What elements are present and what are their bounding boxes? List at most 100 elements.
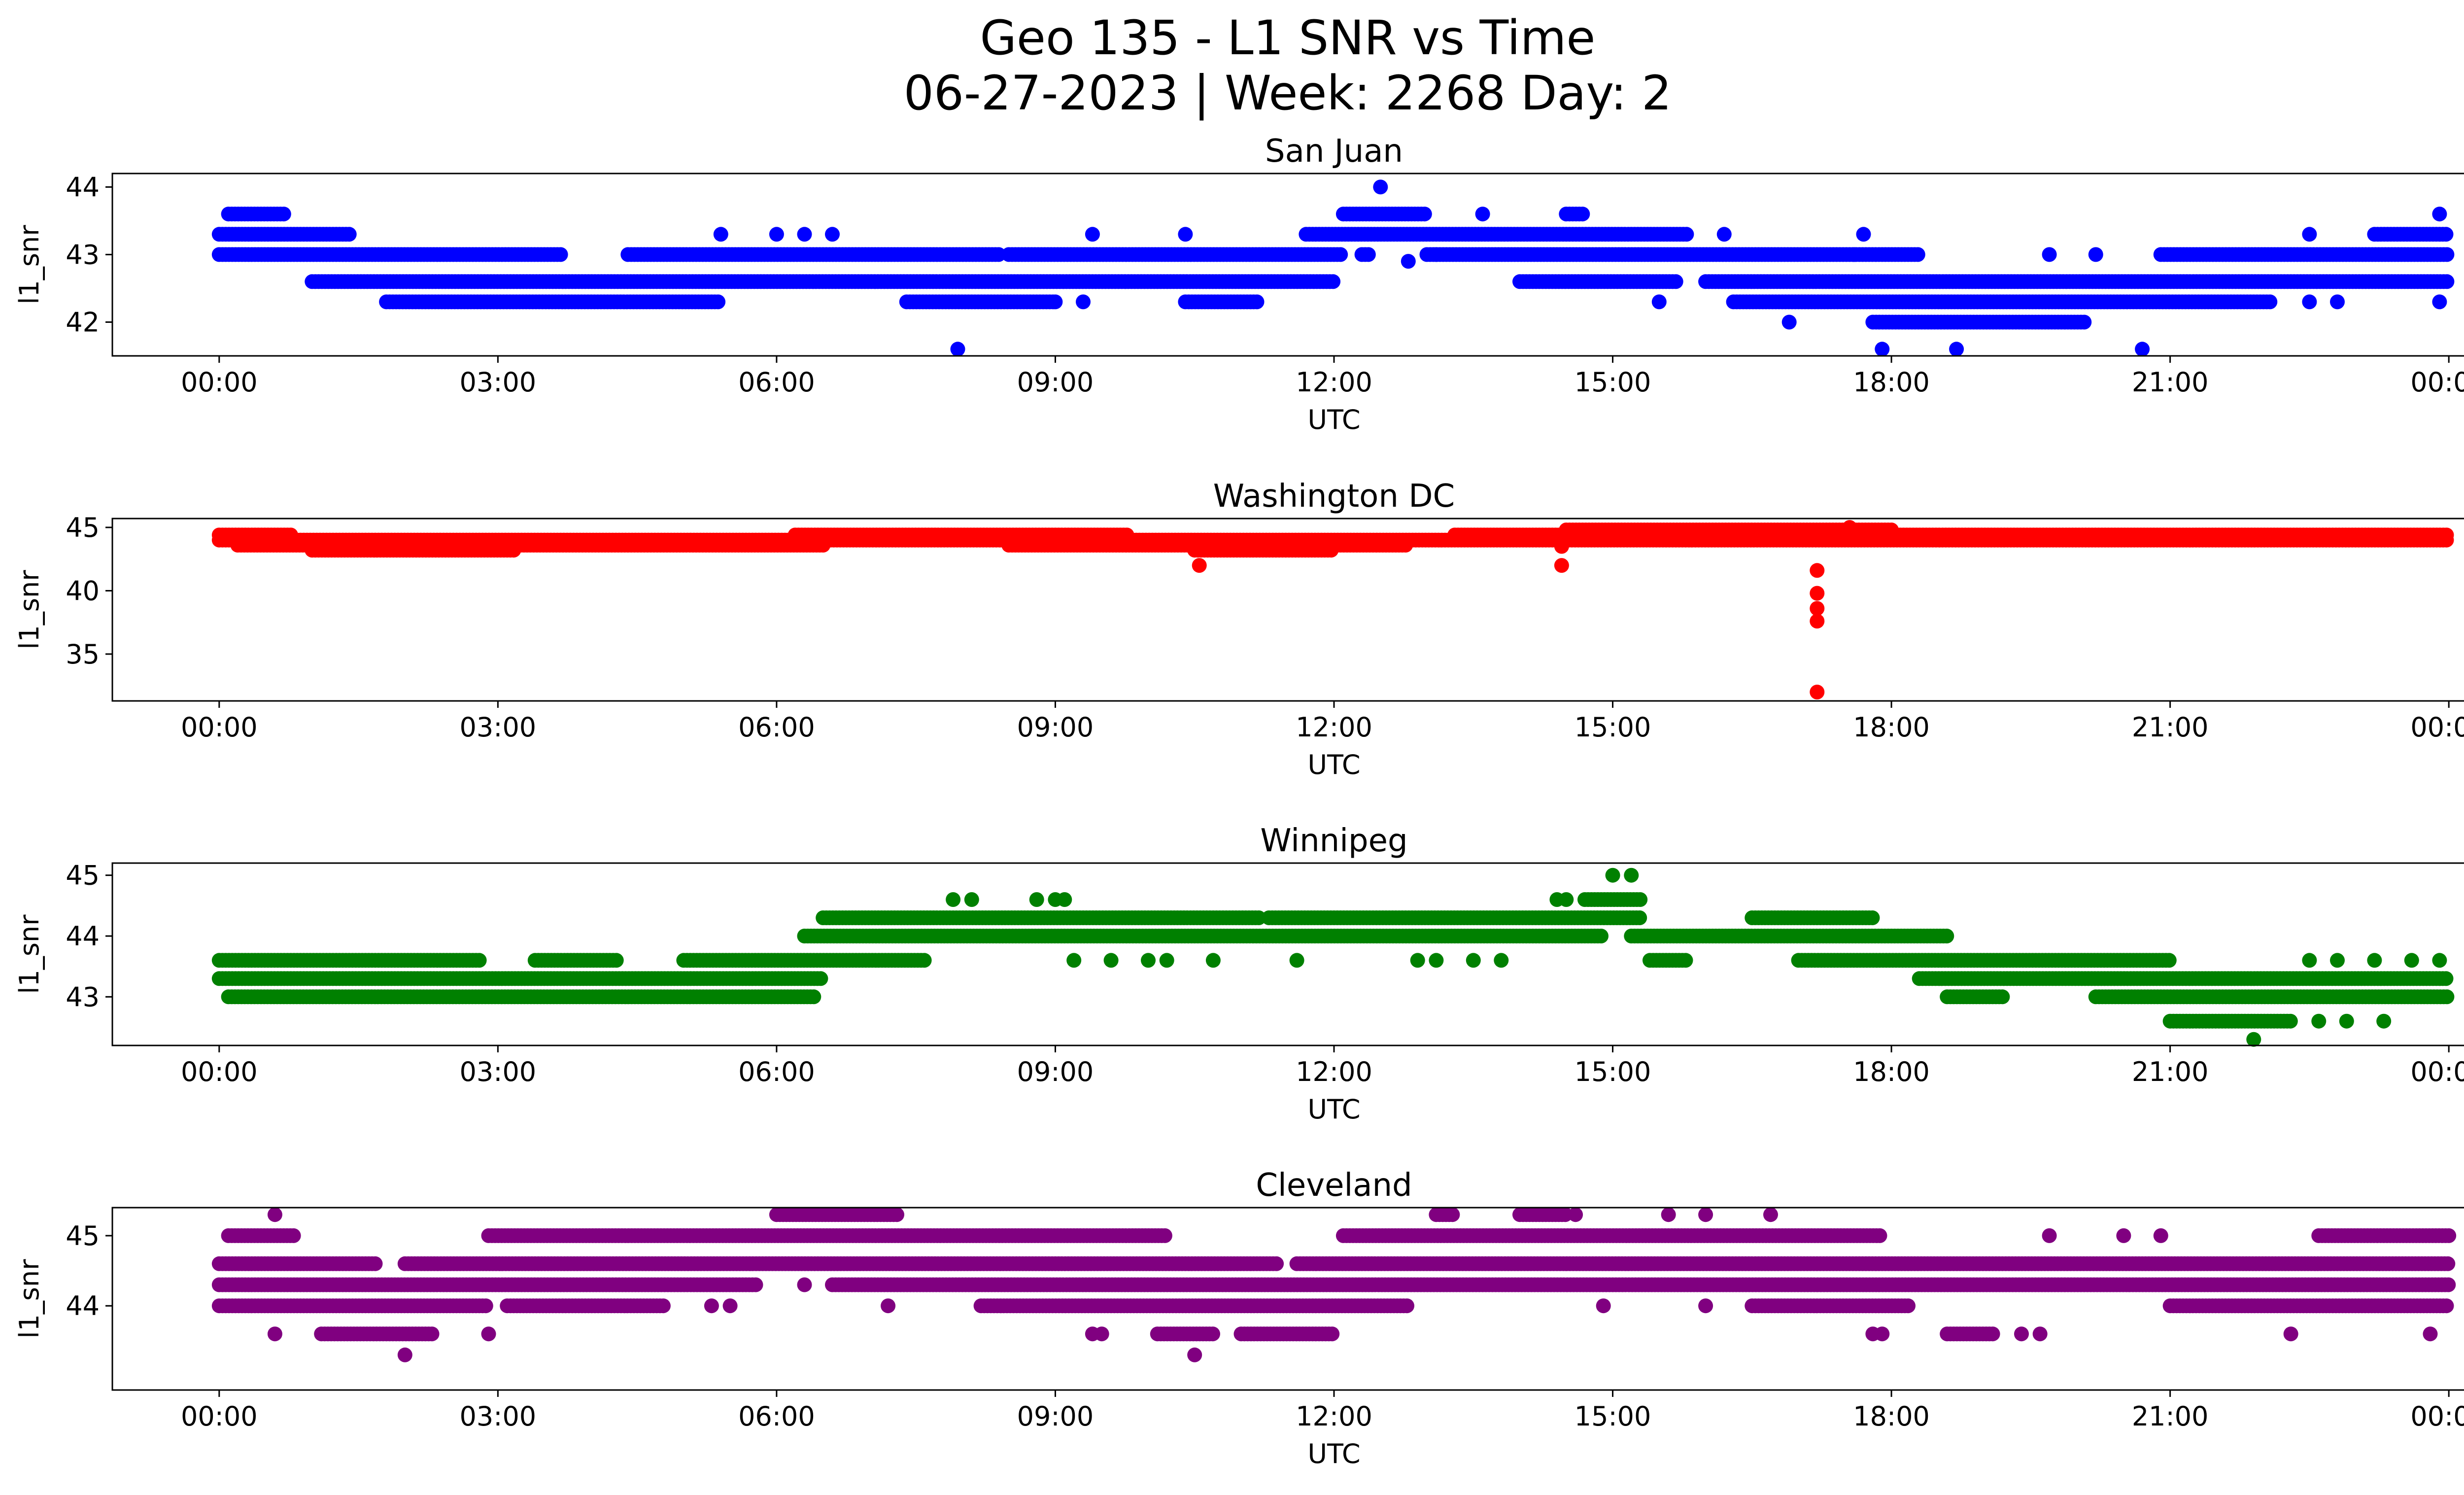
x-axis-label: UTC [1307,404,1360,435]
x-tick-label: 00:00 [2410,712,2464,743]
data-point [1594,929,1608,943]
x-tick-label: 03:00 [460,712,537,743]
data-point [2439,532,2454,548]
data-point [1475,207,1490,222]
data-point [1085,227,1100,242]
y-tick-label: 45 [66,512,100,543]
data-point [1651,294,1667,310]
data-point [1910,247,1925,262]
data-point [2042,247,2057,262]
data-point [1810,563,1825,578]
data-point [276,207,291,222]
data-point [1417,207,1432,222]
x-tick-label: 15:00 [1574,367,1651,398]
x-tick-label: 12:00 [1296,712,1372,743]
data-point [950,342,965,357]
data-point [816,538,831,553]
data-point [1847,247,1862,262]
data-point [1716,227,1732,242]
data-point [917,953,932,968]
data-point [2432,207,2447,222]
data-point [1810,614,1825,629]
data-point [2439,274,2455,289]
y-tick-label: 44 [66,172,100,203]
data-point [1679,227,1694,242]
data-point [1781,314,1797,330]
y-tick-label: 40 [66,575,100,606]
y-axis-label: l1_snr [14,225,45,305]
data-point [1875,342,1890,357]
data-point [506,543,521,558]
x-tick-label: 09:00 [1017,712,1094,743]
data-point [991,247,1006,262]
data-point [1678,953,1693,968]
axes-frame [111,173,2464,357]
subplot-title: Washington DC [1213,478,1455,515]
data-point [2135,342,2150,357]
x-tick-label: 15:00 [1574,712,1651,743]
data-point [1810,601,1825,616]
x-tick-label: 09:00 [1017,367,1094,398]
scatter-points [211,868,2455,1047]
subplot-title: Winnipeg [1260,823,1407,859]
data-point [1842,520,1857,535]
x-tick-label: 00:00 [181,367,258,398]
x-axis-label: UTC [1307,749,1360,780]
data-point [1178,227,1193,242]
data-point [1333,247,1348,262]
data-point [553,247,568,262]
data-point [1856,227,1871,242]
data-point [342,227,357,242]
x-tick-label: 00:00 [2410,367,2464,398]
data-point [1249,294,1265,310]
data-point [1949,342,1964,357]
data-point [2439,247,2455,262]
data-point [1939,929,1954,943]
data-point [1192,558,1207,573]
data-point [2077,314,2092,330]
data-point [1554,539,1569,554]
data-point [472,953,487,968]
data-point [2438,227,2454,242]
x-tick-label: 03:00 [460,367,537,398]
data-point [813,971,828,986]
data-point [825,227,840,242]
y-axis-label: l1_snr [14,570,45,650]
x-tick-label: 06:00 [738,712,815,743]
data-point [2088,247,2103,262]
y-tick-label: 43 [66,239,100,270]
figure-title-line2: 06-27-2023 | Week: 2268 Day: 2 [904,66,1672,121]
data-point [1373,179,1388,195]
data-point [1884,522,1899,538]
scatter-points [211,179,2455,357]
x-tick-label: 06:00 [738,367,815,398]
data-point [2302,227,2317,242]
figure-title-line1: Geo 135 - L1 SNR vs Time [980,10,1596,66]
data-point [1554,558,1569,573]
data-point [2438,971,2454,986]
scatter-points [211,520,2454,699]
data-point [1810,685,1825,699]
y-tick-label: 42 [66,307,100,338]
data-point [1810,586,1825,601]
data-point [609,953,624,968]
data-point [1361,247,1376,262]
x-tick-label: 12:00 [1296,367,1372,398]
x-tick-label: 21:00 [2132,367,2209,398]
data-point [2302,294,2317,310]
data-point [713,227,728,242]
y-tick-label: 35 [66,639,100,670]
data-point [2330,294,2345,310]
data-point [1326,274,1341,289]
data-point [1995,989,2010,1005]
data-point [2432,294,2447,310]
data-point [1575,207,1590,222]
data-point [1048,294,1063,310]
data-point [1668,274,1683,289]
data-point [797,227,812,242]
data-point [711,294,726,310]
